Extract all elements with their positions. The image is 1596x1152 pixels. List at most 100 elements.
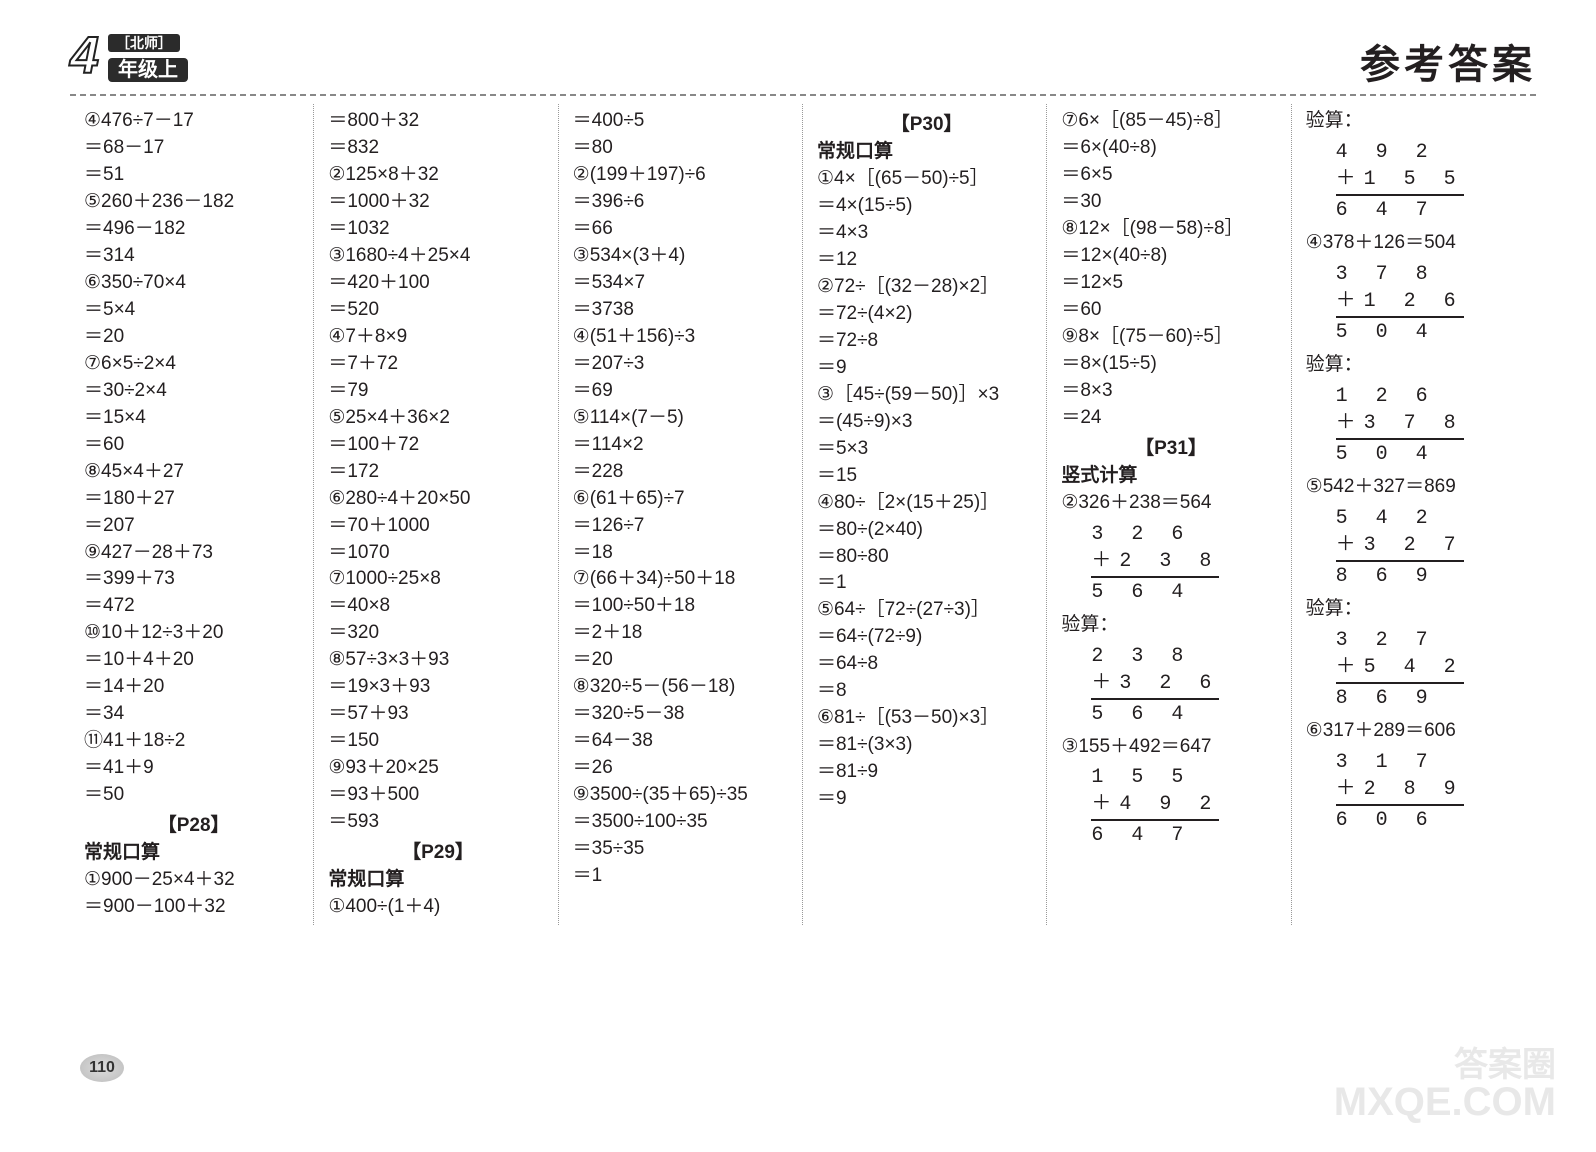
addend: 5 4 2 (1364, 656, 1464, 679)
line: ＝396÷6 (573, 189, 792, 216)
line: ＝1070 (328, 540, 547, 567)
line: ③［45÷(59－50)］×3 (817, 382, 1036, 409)
line: ＝93＋500 (328, 782, 547, 809)
plus-icon: ＋ (1336, 778, 1364, 801)
line: ＝5×4 (84, 297, 303, 324)
line: ＝180＋27 (84, 486, 303, 513)
line: ＝57＋93 (328, 701, 547, 728)
check-label: 验算： (1306, 352, 1363, 379)
section-heading: 【P31】 (1061, 436, 1280, 463)
addend: 3 1 7 (1336, 751, 1436, 774)
line: ⑨8×［(75－60)÷5］ (1061, 324, 1280, 351)
line: ⑦(66＋34)÷50＋18 (573, 566, 792, 593)
sum: 6 4 7 (1336, 194, 1464, 224)
column-2: ＝800＋32 ＝832 ②125×8＋32 ＝1000＋32 ＝1032 ③1… (314, 104, 558, 925)
addend: 1 2 6 (1364, 290, 1464, 313)
line: ⑧12×［(98－58)÷8］ (1061, 216, 1280, 243)
column-6: 验算： 4 9 2 ＋1 5 5 6 4 7 ④378＋126＝504 3 7 … (1292, 104, 1536, 925)
line: ＝1032 (328, 216, 547, 243)
line: ＝66 (573, 216, 792, 243)
line: ⑧45×4＋27 (84, 459, 303, 486)
sum: 5 0 4 (1336, 316, 1464, 346)
addend: 3 7 8 (1364, 412, 1464, 435)
line: ④476÷7－17 (84, 108, 303, 135)
badge-publisher: ［北师］ (108, 34, 180, 52)
addend: 5 4 2 (1336, 507, 1436, 530)
line: ＝6×5 (1061, 162, 1280, 189)
vertical-calc: 5 4 2 ＋3 2 7 8 6 9 (1336, 505, 1464, 590)
line: ＝8 (817, 678, 1036, 705)
plus-icon: ＋ (1091, 672, 1119, 695)
plus-icon: ＋ (1336, 168, 1364, 191)
page-header: 4 ［北师］ 年级上 参考答案 (70, 30, 1536, 96)
line: ＝80÷(2×40) (817, 517, 1036, 544)
line: ＝4×3 (817, 220, 1036, 247)
line: ④(51＋156)÷3 (573, 324, 792, 351)
line: ＝14＋20 (84, 674, 303, 701)
line: ＝(45÷9)×3 (817, 409, 1036, 436)
sum: 8 6 9 (1336, 682, 1464, 712)
vertical-calc-check: 3 2 7 ＋5 4 2 8 6 9 (1336, 627, 1464, 712)
section-heading: 【P29】 (328, 840, 547, 867)
line: ④7＋8×9 (328, 324, 547, 351)
line: ＝207÷3 (573, 351, 792, 378)
vertical-calc-check: 1 2 6 ＋3 7 8 5 0 4 (1336, 383, 1464, 468)
addend: 3 2 7 (1364, 534, 1464, 557)
answer-columns: ④476÷7－17 ＝68－17 ＝51 ⑤260＋236－182 ＝496－1… (70, 104, 1536, 884)
sum: 5 6 4 (1091, 576, 1219, 606)
line: ⑪41＋18÷2 (84, 728, 303, 755)
addend: 2 3 8 (1091, 645, 1191, 668)
line: ＝64÷8 (817, 651, 1036, 678)
line: ＝51 (84, 162, 303, 189)
line: ＝534×7 (573, 270, 792, 297)
page-title: 参考答案 (1360, 32, 1536, 90)
line: ⑧57÷3×3＋93 (328, 647, 547, 674)
line: ＝64÷(72÷9) (817, 624, 1036, 651)
line: ①900－25×4＋32 (84, 867, 303, 894)
line: ⑨427－28＋73 (84, 540, 303, 567)
plus-icon: ＋ (1091, 550, 1119, 573)
vertical-calc: 3 1 7 ＋2 8 9 6 0 6 (1336, 749, 1464, 834)
line: ＝79 (328, 378, 547, 405)
line: ⑥(61＋65)÷7 (573, 486, 792, 513)
line: ＝9 (817, 355, 1036, 382)
line: ＝72÷(4×2) (817, 301, 1036, 328)
watermark-cn: 答案圈 (1334, 1048, 1556, 1082)
line: ＝496－182 (84, 216, 303, 243)
line: ＝100÷50＋18 (573, 593, 792, 620)
addend: 3 2 6 (1119, 672, 1219, 695)
addend: 2 8 9 (1364, 778, 1464, 801)
line: ＝3500÷100÷35 (573, 809, 792, 836)
line: ＝26 (573, 755, 792, 782)
sum: 5 0 4 (1336, 438, 1464, 468)
line: ＝12×5 (1061, 270, 1280, 297)
line: ＝1 (573, 863, 792, 890)
watermark: 答案圈 MXQE.COM (1334, 1048, 1556, 1122)
line: ＝60 (1061, 297, 1280, 324)
line: ＝70＋1000 (328, 513, 547, 540)
line: ＝34 (84, 701, 303, 728)
subsection-heading: 常规口算 (328, 867, 547, 894)
line: ＝12×(40÷8) (1061, 243, 1280, 270)
line: ＝8×3 (1061, 378, 1280, 405)
sum: 6 4 7 (1091, 819, 1219, 849)
addend: 3 2 7 (1336, 629, 1436, 652)
line: ＝80 (573, 135, 792, 162)
line: ＝80÷80 (817, 544, 1036, 571)
subsection-heading: 竖式计算 (1061, 463, 1280, 490)
vertical-calc-check: 2 3 8 ＋3 2 6 5 6 4 (1091, 643, 1219, 728)
line: ＝9 (817, 786, 1036, 813)
plus-icon: ＋ (1091, 793, 1119, 816)
plus-icon: ＋ (1336, 290, 1364, 313)
line: ＝399＋73 (84, 566, 303, 593)
addend: 3 2 6 (1091, 523, 1191, 546)
line: ＝593 (328, 809, 547, 836)
grade-badge: 4 ［北师］ 年级上 (70, 30, 210, 90)
line: ＝900－100＋32 (84, 894, 303, 921)
plus-icon: ＋ (1336, 534, 1364, 557)
check-label: 验算： (1306, 596, 1363, 623)
line: ＝5×3 (817, 436, 1036, 463)
line: ⑤25×4＋36×2 (328, 405, 547, 432)
line: ＝6×(40÷8) (1061, 135, 1280, 162)
line: ＝18 (573, 540, 792, 567)
